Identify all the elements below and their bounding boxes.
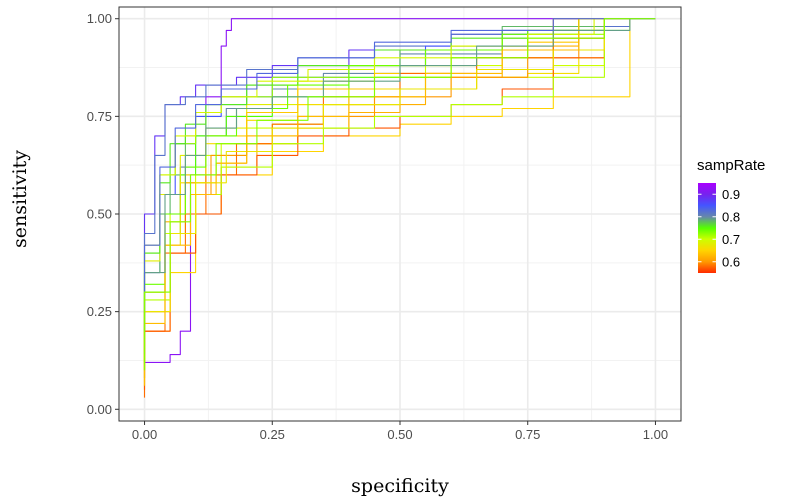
roc-curves [143, 18, 656, 398]
x-axis-title: specificity [351, 475, 449, 497]
x-tick-label: 0.50 [387, 427, 412, 442]
legend: sampRate 0.9 0.8 0.7 0.6 [697, 157, 765, 273]
legend-break-label: 0.7 [722, 232, 740, 247]
roc-curve-series [143, 18, 656, 355]
roc-curve-series [143, 18, 656, 382]
y-axis-ticks: 0.00 0.25 0.50 0.75 1.00 [87, 11, 119, 417]
roc-curve-series [143, 18, 656, 363]
y-tick-label: 0.50 [87, 207, 112, 222]
x-axis-ticks: 0.00 0.25 0.50 0.75 1.00 [132, 421, 668, 442]
legend-break-label: 0.8 [722, 209, 740, 224]
y-tick-label: 0.75 [87, 109, 112, 124]
x-tick-label: 1.00 [643, 427, 668, 442]
y-axis-title: sensitivity [9, 150, 31, 248]
legend-breaks: 0.9 0.8 0.7 0.6 [698, 187, 740, 269]
x-tick-label: 0.00 [132, 427, 157, 442]
y-tick-label: 0.25 [87, 304, 112, 319]
roc-curve-series [143, 18, 656, 332]
legend-title: sampRate [697, 157, 765, 174]
legend-break-label: 0.9 [722, 187, 740, 202]
legend-colorbar [698, 183, 716, 273]
x-tick-label: 0.25 [260, 427, 285, 442]
x-tick-label: 0.75 [515, 427, 540, 442]
y-tick-label: 1.00 [87, 11, 112, 26]
legend-break-label: 0.6 [722, 254, 740, 269]
roc-curve-series [143, 18, 656, 371]
y-tick-label: 0.00 [87, 402, 112, 417]
